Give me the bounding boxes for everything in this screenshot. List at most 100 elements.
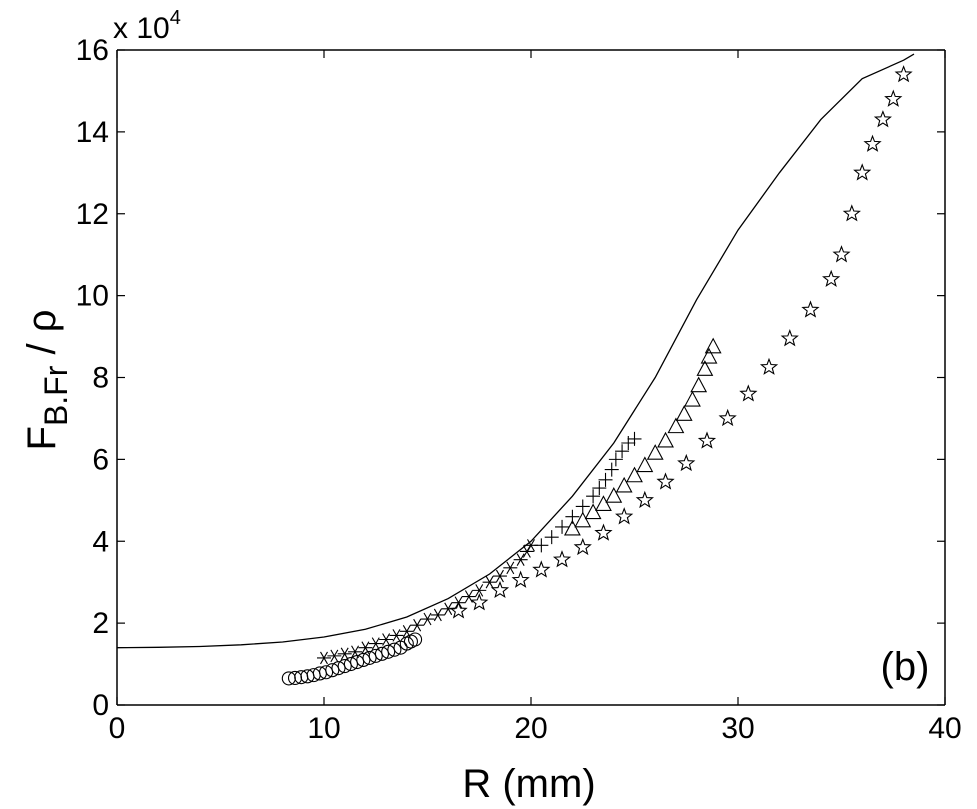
pentagram-point [594, 523, 613, 541]
x-tick-label: 20 [514, 712, 547, 745]
pentagram-point [822, 269, 841, 287]
triangle-point [657, 431, 674, 448]
circle-point [362, 650, 377, 665]
asterisk-point [348, 645, 363, 659]
pentagram-point [552, 550, 572, 568]
plus-point [608, 452, 623, 467]
axes-frame [116, 49, 946, 706]
plus-point [604, 462, 619, 477]
triangle-point [563, 519, 581, 536]
asterisk-point [513, 553, 528, 566]
asterisk-point [420, 612, 435, 626]
triangle-point [626, 466, 643, 483]
plus-point [586, 489, 601, 504]
x-tick-label: 0 [109, 712, 126, 745]
pentagram-point [832, 245, 851, 263]
triangle-point [684, 390, 701, 407]
pentagram-point [615, 507, 634, 525]
tick-labels: 0 10 20 30 40 0 2 4 6 8 10 12 14 16 [76, 34, 962, 745]
ticks [116, 49, 946, 706]
pentagram-point [573, 537, 592, 556]
y-tick-label: 12 [76, 198, 109, 231]
pentagram-point [853, 163, 872, 181]
pentagram-point [677, 453, 696, 472]
circle-point [374, 646, 390, 661]
pentagram-point [884, 89, 903, 107]
y-tick-label: 0 [92, 689, 109, 722]
pentagram-point [801, 300, 820, 318]
pentagram-point [697, 431, 717, 449]
plus-point [534, 538, 549, 553]
circle-point [387, 642, 402, 657]
y-multiplier-exponent: 4 [170, 7, 181, 29]
x-tick-label: 10 [307, 712, 340, 745]
triangle-point [595, 495, 612, 511]
asterisk-point [337, 647, 352, 661]
plus-point [621, 436, 636, 450]
triangle-point [636, 456, 654, 473]
triangle-point [646, 444, 664, 460]
plus-point [615, 444, 630, 459]
circle-point [325, 663, 340, 678]
plus-point [555, 519, 570, 534]
y-axis-title: FB.Fr / ρ [20, 310, 74, 451]
y-tick-label: 4 [92, 525, 109, 558]
asterisk-point [503, 561, 518, 575]
panel-label: (b) [881, 645, 930, 689]
plus-point [575, 499, 590, 514]
triangle-point [605, 487, 623, 503]
triangle-point [704, 337, 722, 354]
y-tick-label: 16 [76, 34, 109, 67]
triangle-point [675, 405, 693, 421]
asterisk-point [368, 637, 383, 650]
triangle-point [690, 376, 708, 393]
asterisk-point [327, 649, 342, 663]
y-tick-label: 6 [92, 443, 109, 476]
triangle-point [574, 511, 592, 528]
asterisk-point [389, 629, 404, 642]
circle-point [337, 659, 352, 674]
circle-point [343, 657, 358, 672]
pentagram-point [894, 65, 913, 83]
y-multiplier: x 104 [113, 7, 181, 45]
plus-point [544, 530, 559, 545]
triangle-point [700, 347, 718, 364]
triangle-point [667, 417, 685, 434]
circle-point [408, 632, 423, 647]
y-axis-title-main: F [20, 426, 64, 450]
plus-point [592, 481, 607, 496]
plus-point [627, 431, 642, 446]
y-tick-label: 10 [76, 280, 109, 313]
circle-point [356, 652, 371, 668]
circle-point [319, 665, 334, 680]
pentagram-point [490, 580, 510, 599]
pentagram-point [739, 384, 758, 402]
triangle-point [696, 360, 714, 376]
asterisk-point [410, 618, 425, 632]
circle-point [381, 644, 396, 659]
y-axis-title-rest: / ρ [20, 310, 64, 366]
x-tick-label: 30 [721, 712, 754, 745]
asterisk-point [358, 641, 373, 654]
asterisk-point [399, 625, 414, 638]
fit-curve [116, 53, 915, 649]
asterisk-point [472, 584, 487, 597]
y-axis-title-sub: B.Fr [38, 365, 74, 426]
circle-point [368, 648, 383, 663]
y-tick-label: 8 [92, 362, 109, 395]
fit-curve-line [116, 53, 915, 649]
pentagram-point [635, 490, 654, 509]
triangle-point [615, 476, 633, 493]
pentagram-point [863, 134, 882, 152]
triangle-point [584, 503, 602, 520]
asterisk-point [430, 608, 445, 622]
pentagram-point [656, 472, 675, 490]
asterisk-point [379, 633, 394, 646]
pentagram-point [532, 560, 551, 578]
y-tick-label: 2 [92, 607, 109, 640]
asterisk-point [482, 575, 497, 589]
plus-point [598, 472, 613, 487]
asterisk-point [492, 569, 507, 583]
pentagram-point [470, 593, 489, 611]
